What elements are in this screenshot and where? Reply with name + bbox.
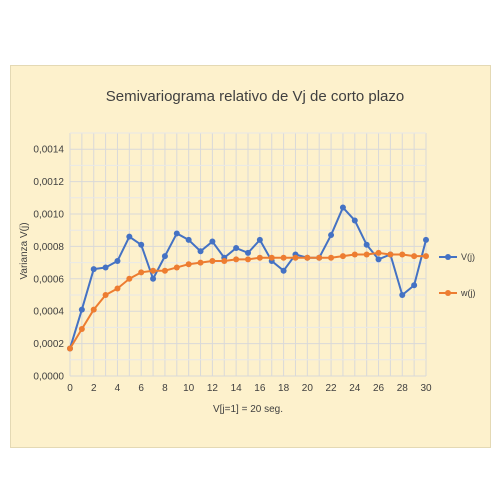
data-point — [161, 253, 168, 260]
data-point — [233, 245, 240, 252]
data-point — [316, 254, 323, 261]
data-point — [126, 275, 133, 282]
line-chart: Semivariograma relativo de Vj de corto p… — [19, 88, 476, 415]
series-layer — [67, 204, 429, 352]
data-point — [126, 233, 133, 240]
data-point — [102, 292, 109, 298]
y-tick-label: 0,0006 — [33, 274, 64, 285]
data-point — [78, 326, 85, 333]
data-point — [411, 253, 418, 260]
data-point — [78, 306, 85, 313]
data-point — [197, 259, 204, 266]
data-point — [423, 236, 429, 243]
data-point — [256, 236, 263, 243]
x-tick-label: 18 — [278, 383, 290, 394]
data-point — [90, 306, 97, 313]
data-point — [161, 267, 168, 274]
data-point — [245, 256, 251, 263]
data-point — [304, 254, 311, 261]
x-tick-label: 0 — [67, 383, 73, 394]
data-point — [173, 264, 180, 271]
data-point — [138, 241, 145, 248]
x-tick-label: 2 — [91, 383, 97, 394]
x-tick-label: 12 — [207, 383, 219, 394]
data-point — [256, 254, 263, 261]
legend-marker — [445, 290, 451, 296]
data-point — [197, 248, 204, 255]
data-point — [67, 345, 73, 352]
x-tick-label: 10 — [183, 383, 195, 394]
legend-label: w(j) — [460, 288, 476, 298]
y-tick-label: 0,0002 — [33, 339, 64, 350]
x-tick-label: 6 — [138, 383, 144, 394]
chart-panel: Semivariograma relativo de Vj de corto p… — [10, 65, 491, 448]
data-point — [411, 282, 418, 289]
x-tick-label: 28 — [397, 383, 409, 394]
data-point — [351, 251, 358, 258]
x-axis-label: V[j=1] = 20 seg. — [213, 404, 283, 415]
x-tick-label: 8 — [162, 383, 168, 394]
data-point — [138, 269, 145, 276]
data-point — [268, 254, 275, 261]
x-tick-label: 22 — [326, 383, 338, 394]
data-point — [114, 285, 121, 292]
data-point — [209, 238, 216, 245]
x-tick-label: 24 — [349, 383, 361, 394]
chart-title: Semivariograma relativo de Vj de corto p… — [106, 88, 404, 105]
y-tick-label: 0,0004 — [33, 307, 64, 318]
data-point — [339, 204, 346, 211]
data-point — [209, 257, 216, 264]
data-point — [280, 254, 287, 261]
y-tick-label: 0,0014 — [33, 145, 64, 156]
x-tick-label: 30 — [420, 383, 432, 394]
data-point — [399, 251, 406, 258]
data-point — [114, 257, 121, 264]
grid — [69, 132, 427, 377]
x-tick-label: 14 — [231, 383, 243, 394]
x-tick-label: 16 — [254, 383, 266, 394]
data-point — [90, 266, 97, 273]
data-point — [328, 232, 335, 239]
data-point — [375, 256, 382, 263]
data-point — [185, 261, 192, 268]
y-axis-label: Varianza V(j) — [19, 222, 30, 279]
x-tick-label: 4 — [115, 383, 121, 394]
data-point — [102, 264, 109, 271]
y-tick-label: 0,0012 — [33, 177, 64, 188]
data-point — [423, 253, 429, 260]
data-point — [221, 257, 228, 264]
y-tick-label: 0,0010 — [33, 210, 64, 221]
data-point — [399, 292, 406, 298]
data-point — [328, 254, 335, 261]
y-tick-label: 0,0008 — [33, 242, 64, 253]
data-point — [363, 251, 370, 258]
data-point — [280, 267, 287, 274]
data-point — [150, 275, 157, 282]
data-point — [363, 241, 370, 248]
data-point — [185, 236, 192, 243]
legend-marker — [445, 254, 451, 260]
data-point — [173, 230, 180, 237]
data-point — [351, 217, 358, 224]
legend-label: V(j) — [461, 252, 475, 262]
data-point — [245, 249, 251, 256]
data-point — [233, 256, 240, 263]
x-tick-label: 26 — [373, 383, 385, 394]
data-point — [387, 251, 394, 258]
data-point — [339, 253, 346, 260]
y-tick-label: 0,0000 — [33, 372, 64, 383]
data-point — [150, 267, 157, 274]
axes: 0,0000 0,0002 0,0004 0,0006 0,0008 0,0010 0,00… — [33, 145, 432, 394]
data-point — [292, 254, 299, 261]
data-point — [375, 249, 382, 256]
legend: V(j) w(j) — [439, 252, 476, 298]
x-tick-label: 20 — [302, 383, 314, 394]
